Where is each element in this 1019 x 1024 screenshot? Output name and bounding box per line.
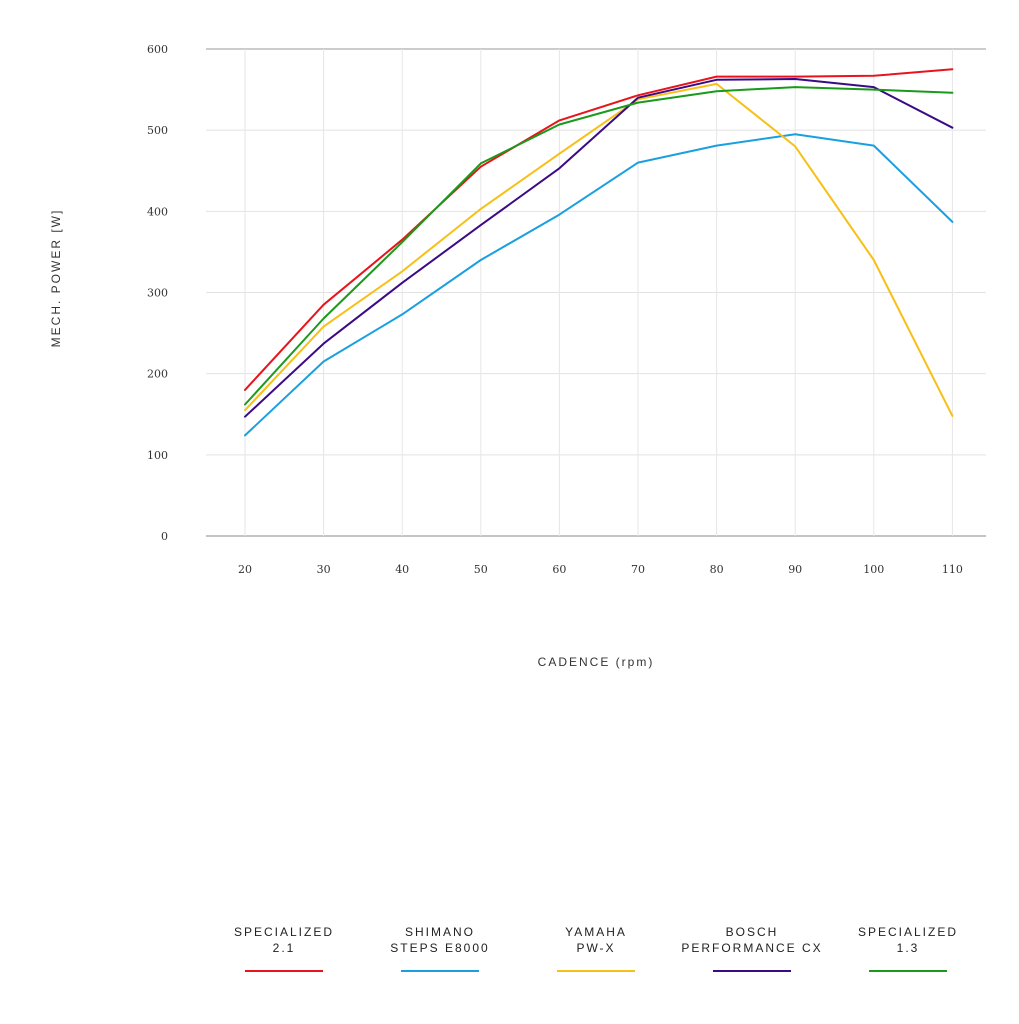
x-tick-label: 60 — [552, 563, 566, 576]
x-tick-label: 110 — [942, 563, 963, 576]
power-cadence-chart: 0 100 200 300 400 500 600 20 30 40 50 60 70 80 90 100 1… — [49, 43, 986, 669]
x-axis-title: CADENCE (rpm) — [538, 655, 655, 669]
y-tick-label: 100 — [147, 449, 168, 462]
series-line-yamaha-pw-x — [244, 82, 954, 417]
legend-swatch — [869, 970, 947, 972]
legend-item-specialized-2-1: SPECIALIZED 2.1 — [209, 924, 359, 972]
series-line-specialized-2-1 — [244, 68, 954, 391]
legend-label-line2: STEPS E8000 — [390, 941, 490, 955]
legend-swatch — [245, 970, 323, 972]
x-tick-label: 90 — [788, 563, 802, 576]
grid-lines — [206, 48, 986, 537]
y-tick-label: 400 — [147, 205, 168, 218]
legend-swatch — [401, 970, 479, 972]
legend-label-line1: SHIMANO — [404, 925, 475, 939]
legend-label-line1: YAMAHA — [565, 925, 627, 939]
x-tick-label: 30 — [317, 563, 331, 576]
legend-item-yamaha-pw-x: YAMAHA PW-X — [521, 924, 671, 972]
y-tick-label: 600 — [147, 43, 168, 56]
legend-label-line2: 1.3 — [896, 941, 920, 955]
x-tick-label: 50 — [474, 563, 488, 576]
legend-label-line1: SPECIALIZED — [857, 925, 959, 939]
legend-label-line2: PERFORMANCE CX — [681, 941, 823, 955]
legend-item-specialized-1-3: SPECIALIZED 1.3 — [833, 924, 983, 972]
x-axis-ticks: 20 30 40 50 60 70 80 90 100 110 — [238, 563, 963, 576]
series-line-specialized-1-3 — [244, 86, 954, 406]
x-tick-label: 100 — [863, 563, 884, 576]
series-line-bosch-performance-cx — [244, 78, 954, 418]
x-tick-label: 20 — [238, 563, 252, 576]
y-tick-label: 0 — [161, 530, 168, 543]
legend-label-line2: PW-X — [576, 941, 616, 955]
x-tick-label: 80 — [710, 563, 724, 576]
x-tick-label: 70 — [631, 563, 645, 576]
legend-label-line1: SPECIALIZED — [233, 925, 335, 939]
legend-item-shimano-steps-e8000: SHIMANO STEPS E8000 — [365, 924, 515, 972]
series-line-shimano-steps-e8000 — [244, 133, 954, 437]
y-axis-title: MECH. POWER [W] — [49, 209, 63, 348]
y-tick-label: 500 — [147, 124, 168, 137]
legend-item-bosch-performance-cx: BOSCH PERFORMANCE CX — [677, 924, 827, 972]
y-tick-label: 200 — [147, 368, 168, 381]
y-axis-ticks: 0 100 200 300 400 500 600 — [147, 43, 168, 543]
legend-label-line1: BOSCH — [725, 925, 779, 939]
legend-label-line2: 2.1 — [272, 941, 296, 955]
legend-swatch — [557, 970, 635, 972]
legend: SPECIALIZED 2.1 SHIMANO STEPS E8000 YAMA… — [0, 924, 1019, 984]
legend-swatch — [713, 970, 791, 972]
series-lines — [244, 68, 954, 437]
x-tick-label: 40 — [395, 563, 409, 576]
y-tick-label: 300 — [147, 287, 168, 300]
